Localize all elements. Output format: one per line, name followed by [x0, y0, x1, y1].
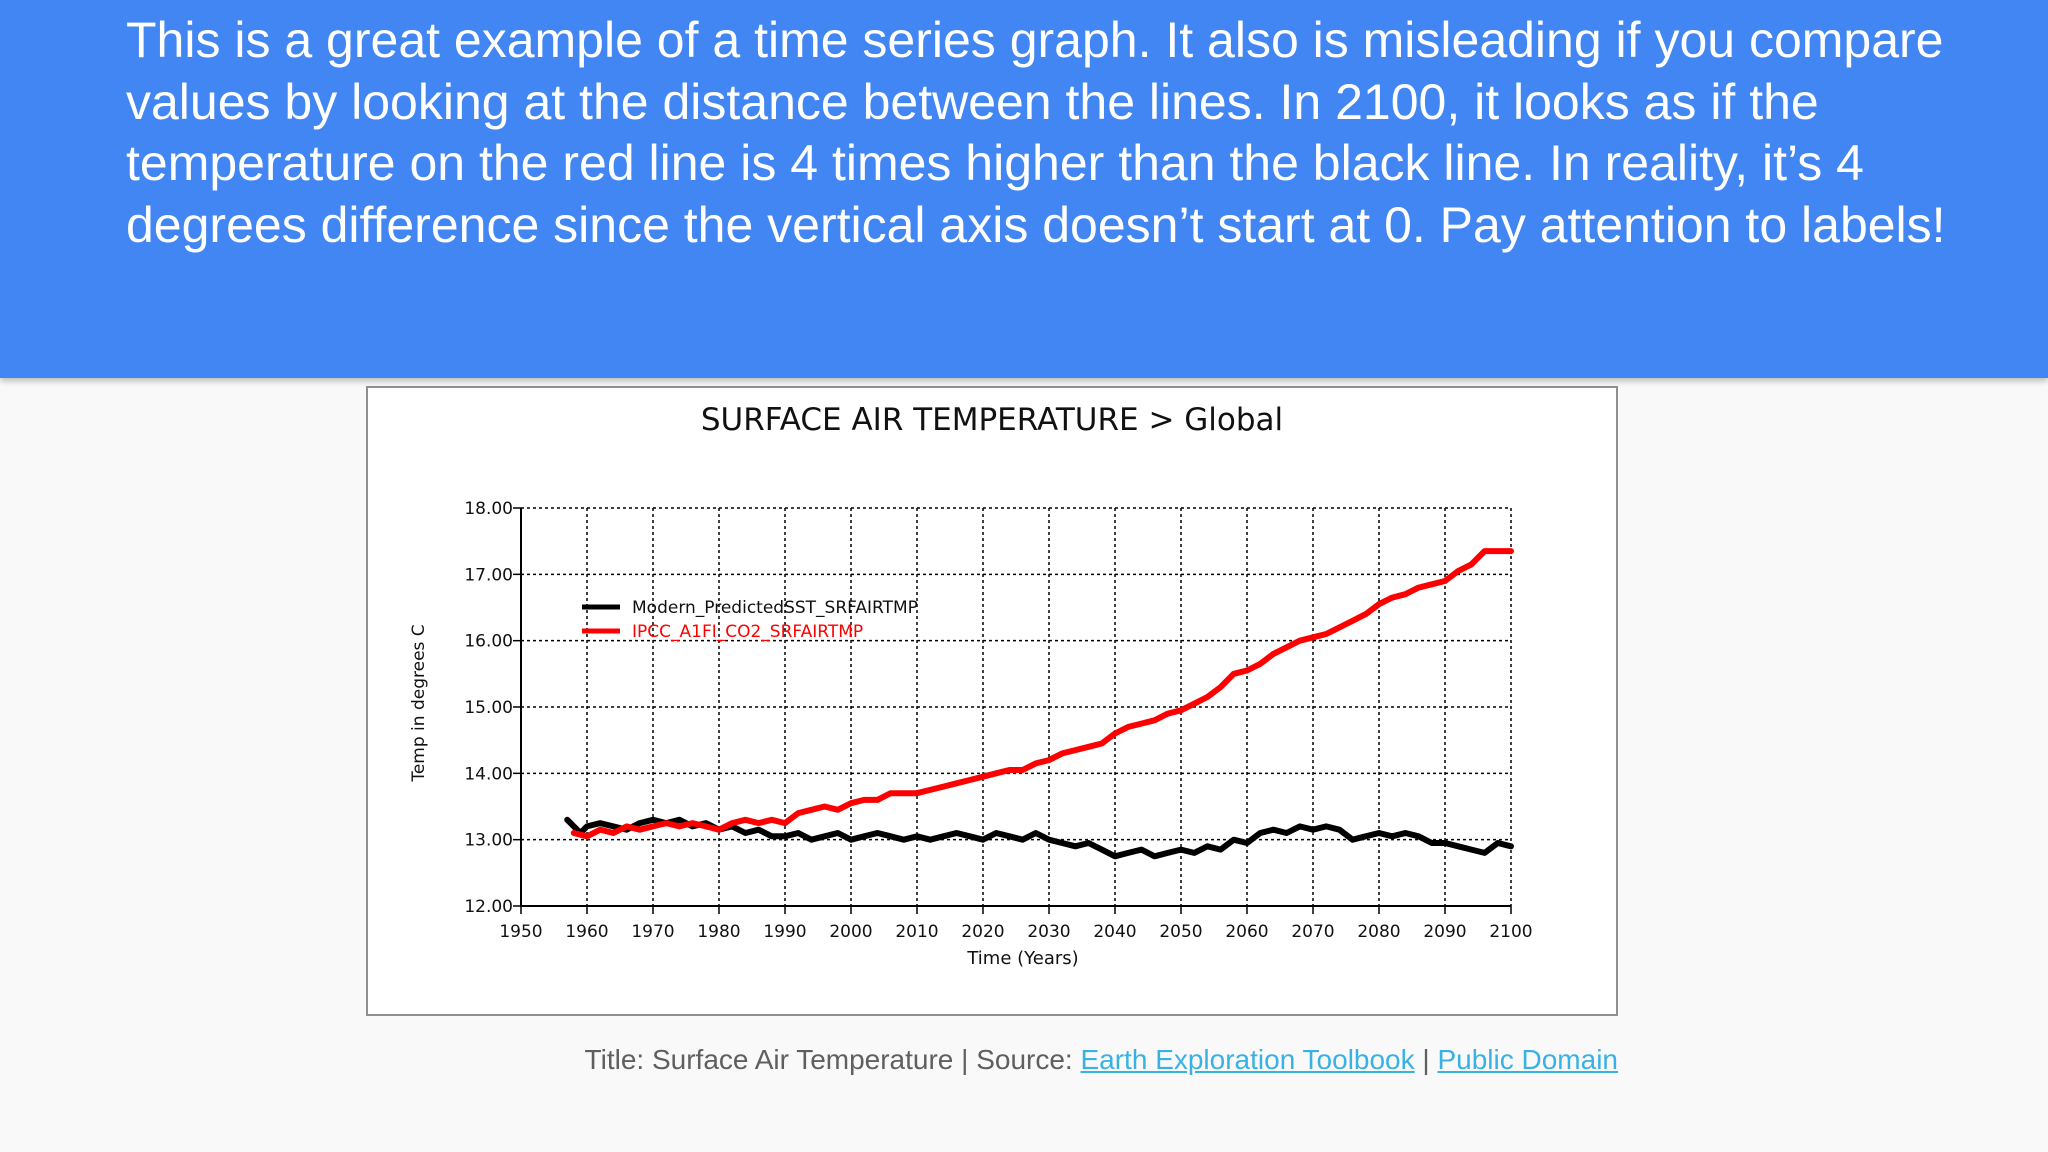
banner-text: This is a great example of a time series… — [126, 12, 1946, 253]
x-tick-label: 1970 — [631, 922, 674, 942]
y-tick-label: 17.00 — [464, 565, 513, 585]
x-tick-label: 2000 — [829, 922, 872, 942]
caption-separator: | — [1414, 1044, 1438, 1075]
x-tick-label: 1950 — [499, 922, 542, 942]
chart-grid — [521, 507, 1512, 906]
x-tick-label: 1980 — [697, 922, 740, 942]
x-tick-label: 1960 — [565, 922, 608, 942]
x-tick-label: 2040 — [1093, 922, 1136, 942]
time-series-chart: SURFACE AIR TEMPERATURE > Global Time (Y… — [409, 402, 1533, 969]
series-line-2 — [570, 548, 1514, 840]
x-tick-label: 2060 — [1225, 922, 1268, 942]
x-tick-label: 2010 — [895, 922, 938, 942]
chart-tick-labels: 1950 1960 1970 1980 1990 2000 2010 2020 2030 2040… — [464, 499, 1532, 942]
x-tick-label: 2080 — [1357, 922, 1400, 942]
x-tick-label: 2090 — [1423, 922, 1466, 942]
y-tick-label: 14.00 — [464, 764, 513, 784]
y-tick-label: 13.00 — [464, 831, 513, 851]
chart-figure: SURFACE AIR TEMPERATURE > Global Time (Y… — [366, 386, 1618, 1016]
license-link[interactable]: Public Domain — [1437, 1044, 1618, 1075]
chart-legend: Modern_PredictedSST_SRFAIRTMP IPCC_A1FI_C… — [582, 598, 918, 642]
legend-label-2: IPCC_A1FI_CO2_SRFAIRTMP — [632, 622, 863, 642]
x-tick-label: 2100 — [1489, 922, 1532, 942]
x-tick-label: 1990 — [763, 922, 806, 942]
y-tick-label: 16.00 — [464, 632, 513, 652]
header-banner: This is a great example of a time series… — [0, 0, 2048, 378]
chart-title: SURFACE AIR TEMPERATURE > Global — [701, 402, 1283, 438]
x-tick-label: 2050 — [1159, 922, 1202, 942]
y-tick-label: 12.00 — [464, 897, 513, 917]
x-tick-label: 2070 — [1291, 922, 1334, 942]
y-axis-label: Temp in degrees C — [409, 624, 429, 782]
caption-prefix: Title: Surface Air Temperature | Source: — [584, 1044, 1081, 1075]
source-link[interactable]: Earth Exploration Toolbook — [1080, 1044, 1415, 1075]
chart-axes — [513, 507, 1512, 914]
x-tick-label: 2030 — [1027, 922, 1070, 942]
y-tick-label: 15.00 — [464, 698, 513, 718]
y-tick-label: 18.00 — [464, 499, 513, 519]
x-axis-label: Time (Years) — [966, 948, 1078, 969]
legend-label-1: Modern_PredictedSST_SRFAIRTMP — [632, 598, 918, 618]
image-caption: Title: Surface Air Temperature | Source:… — [366, 1044, 1618, 1076]
x-tick-label: 2020 — [961, 922, 1004, 942]
chart-series — [564, 548, 1514, 860]
